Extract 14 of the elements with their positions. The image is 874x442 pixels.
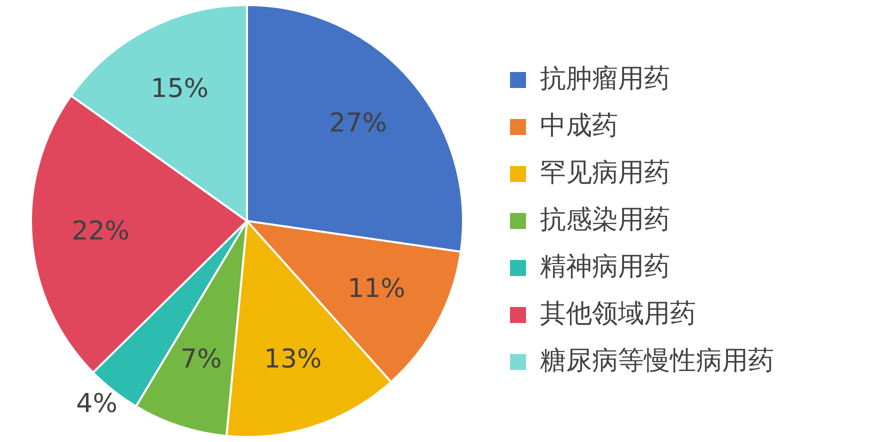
data-label: 4% [76, 389, 118, 420]
legend-label: 精神病用药 [540, 252, 670, 282]
legend-label: 糖尿病等慢性病用药 [540, 346, 774, 376]
legend-label: 抗肿瘤用药 [540, 64, 670, 94]
data-label: 22% [72, 216, 130, 246]
legend-label: 中成药 [540, 110, 618, 141]
legend-label: 其他领域用药 [540, 298, 696, 329]
data-label: 11% [348, 274, 406, 304]
legend-label: 罕见病用药 [540, 158, 670, 188]
data-label: 15% [150, 74, 209, 104]
legend-label: 抗感染用药 [540, 204, 670, 235]
data-label: 13% [264, 344, 322, 374]
data-label: 7% [180, 344, 222, 374]
data-label: 27% [329, 108, 387, 139]
